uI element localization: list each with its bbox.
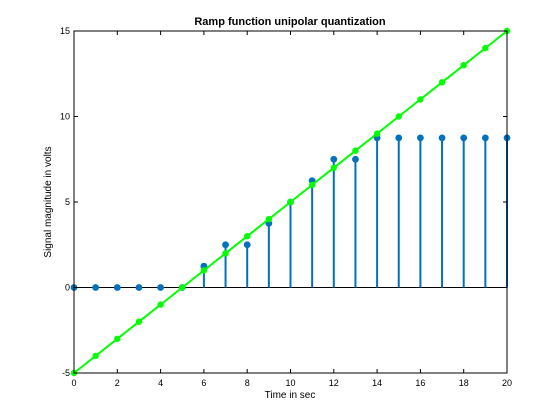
- stem-marker: [460, 134, 468, 142]
- x-axis-label: Time in sec: [265, 390, 316, 401]
- y-tick-label: 10: [60, 112, 70, 122]
- x-tick-label: 20: [502, 378, 512, 388]
- y-tick-label: -5: [62, 368, 70, 378]
- line-marker: [157, 301, 164, 308]
- stem-marker: [243, 241, 251, 249]
- line-marker: [352, 147, 359, 154]
- line-marker: [460, 61, 467, 69]
- x-tick-label: 18: [459, 378, 469, 388]
- x-tick-label: 16: [415, 378, 425, 388]
- chart-title: Ramp function unipolar quantization: [194, 16, 386, 28]
- x-tick-label: 0: [71, 378, 76, 388]
- stem-marker: [417, 134, 424, 142]
- stem-marker: [113, 284, 121, 291]
- stem-marker: [330, 155, 338, 163]
- stem-marker: [352, 155, 359, 163]
- line-marker: [330, 164, 337, 171]
- line-marker: [287, 198, 294, 206]
- line-marker: [114, 335, 121, 342]
- line-marker: [373, 130, 381, 137]
- line-marker: [135, 318, 143, 325]
- stem-marker: [481, 134, 489, 142]
- y-tick-label: 0: [65, 283, 70, 293]
- x-tick-label: 14: [372, 378, 382, 388]
- stem-marker: [438, 134, 446, 142]
- line-marker: [395, 113, 402, 120]
- x-tick-label: 4: [158, 378, 163, 388]
- x-tick-label: 10: [285, 378, 295, 388]
- line-marker: [265, 215, 273, 223]
- line-marker: [308, 181, 316, 189]
- line-marker: [417, 96, 424, 103]
- stem-marker: [395, 134, 403, 142]
- stem-marker: [157, 284, 165, 291]
- x-tick-label: 12: [329, 378, 339, 388]
- line-marker: [438, 79, 446, 86]
- stem-marker: [222, 241, 229, 249]
- line-marker: [222, 250, 229, 257]
- line-marker: [92, 352, 99, 360]
- stem-marker: [135, 284, 143, 291]
- x-tick-label: 2: [115, 378, 120, 388]
- line-marker: [244, 233, 251, 240]
- y-tick-label: 15: [60, 26, 70, 36]
- line-marker: [179, 284, 186, 291]
- x-tick-label: 8: [245, 378, 250, 388]
- y-axis-label: Signal magnitude in volts: [43, 146, 54, 257]
- x-tick-label: 6: [201, 378, 206, 388]
- stem-marker: [92, 284, 100, 291]
- line-marker: [200, 267, 208, 274]
- y-tick-label: 5: [65, 197, 70, 207]
- line-marker: [482, 44, 489, 52]
